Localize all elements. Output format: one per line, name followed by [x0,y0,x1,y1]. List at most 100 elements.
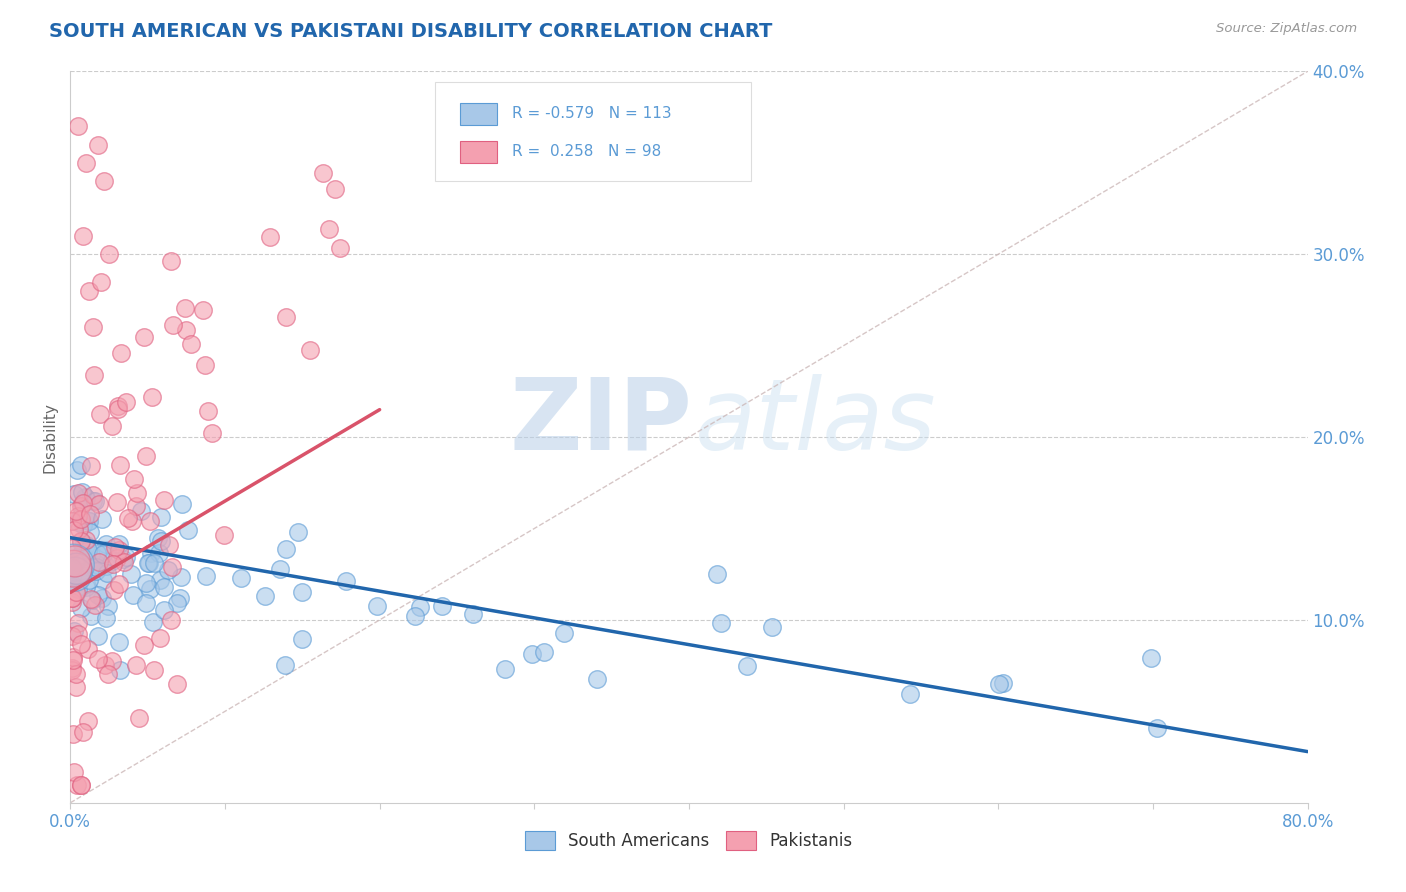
Text: Source: ZipAtlas.com: Source: ZipAtlas.com [1216,22,1357,36]
Point [166,677,188,691]
Point [84,564,107,578]
Point [93,573,115,587]
Point [77,514,100,528]
Point [65,680,87,694]
Point [107,543,129,558]
Point [329,242,352,256]
Point [148,531,170,545]
Point [69,778,91,792]
Point [79,507,101,521]
Point [65,585,87,599]
Point [134,330,156,344]
Point [60,663,83,677]
Point [82,593,104,607]
Point [63,487,86,501]
Point [287,525,309,540]
Point [75,156,97,170]
Point [69,510,91,524]
Point [195,569,218,583]
Point [105,495,128,509]
Point [274,542,297,557]
Point [98,247,120,261]
Point [212,528,235,542]
Point [65,778,87,792]
Point [254,589,277,603]
FancyBboxPatch shape [460,103,498,125]
Point [65,667,87,681]
Point [82,494,104,508]
Point [83,368,105,383]
Point [142,615,165,629]
Point [201,425,224,440]
Point [129,504,152,518]
Point [157,563,180,577]
Point [274,658,297,673]
Point [149,631,172,645]
Point [553,626,575,640]
Point [62,624,84,638]
Point [1146,721,1168,735]
Point [90,275,112,289]
Point [93,174,115,188]
Point [115,394,138,409]
Point [259,229,281,244]
Point [87,555,110,569]
Point [87,589,110,603]
Point [89,407,111,421]
Point [67,120,90,134]
FancyBboxPatch shape [436,82,751,181]
Point [87,558,110,572]
Point [79,524,101,539]
Point [62,558,84,573]
Point [60,591,83,605]
Point [86,560,108,574]
Point [63,567,86,582]
Point [107,399,129,413]
Point [97,667,120,681]
Point [87,137,110,152]
Point [67,486,90,500]
Point [65,555,87,569]
Point [194,359,217,373]
Point [139,546,162,560]
Point [135,596,157,610]
Point [101,557,124,571]
Point [69,778,91,792]
Point [66,515,89,529]
Point [105,551,128,566]
Point [127,486,149,500]
Point [60,595,83,609]
Point [77,642,100,657]
Point [63,523,86,537]
Point [69,548,91,562]
Point [87,652,110,666]
Point [63,764,86,779]
Point [136,556,159,570]
Point [67,626,90,640]
Point [128,711,150,725]
Text: R = -0.579   N = 113: R = -0.579 N = 113 [512,106,672,121]
Point [134,638,156,652]
Point [66,509,89,524]
Point [94,559,117,574]
Point [96,542,118,557]
Point [77,714,100,728]
Point [69,600,91,615]
Point [117,511,139,525]
Point [124,658,146,673]
Point [91,512,114,526]
Point [122,471,145,485]
Point [191,303,214,318]
Point [80,592,103,607]
Point [62,562,84,576]
Point [86,630,108,644]
Point [153,493,176,508]
Point [70,534,93,549]
Point [737,659,759,673]
Point [229,571,252,585]
Point [993,676,1015,690]
Point [80,561,103,575]
Point [62,727,84,741]
Point [70,485,93,500]
Point [69,511,91,525]
